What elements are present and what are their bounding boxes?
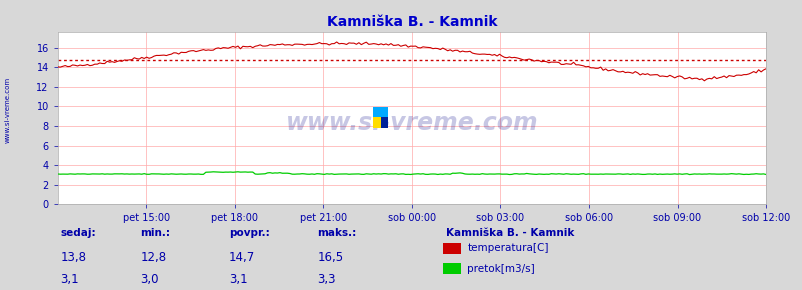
Bar <box>373 117 380 128</box>
Text: sedaj:: sedaj: <box>60 228 95 238</box>
Text: maks.:: maks.: <box>317 228 356 238</box>
Text: 3,0: 3,0 <box>140 273 159 286</box>
Text: 14,7: 14,7 <box>229 251 255 264</box>
Bar <box>443 243 460 254</box>
Title: Kamniška B. - Kamnik: Kamniška B. - Kamnik <box>326 15 496 29</box>
Text: www.si-vreme.com: www.si-vreme.com <box>286 111 537 135</box>
Text: Kamniška B. - Kamnik: Kamniška B. - Kamnik <box>445 228 573 238</box>
Bar <box>443 263 460 274</box>
Text: 3,3: 3,3 <box>317 273 335 286</box>
Text: pretok[m3/s]: pretok[m3/s] <box>467 264 534 273</box>
Text: www.si-vreme.com: www.si-vreme.com <box>5 77 10 143</box>
Text: min.:: min.: <box>140 228 170 238</box>
Text: povpr.:: povpr.: <box>229 228 269 238</box>
Text: 3,1: 3,1 <box>60 273 79 286</box>
Text: temperatura[C]: temperatura[C] <box>467 243 548 253</box>
Bar <box>380 117 387 128</box>
Bar <box>373 107 387 117</box>
Text: 13,8: 13,8 <box>60 251 86 264</box>
Text: 3,1: 3,1 <box>229 273 247 286</box>
Text: 16,5: 16,5 <box>317 251 343 264</box>
Text: 12,8: 12,8 <box>140 251 167 264</box>
